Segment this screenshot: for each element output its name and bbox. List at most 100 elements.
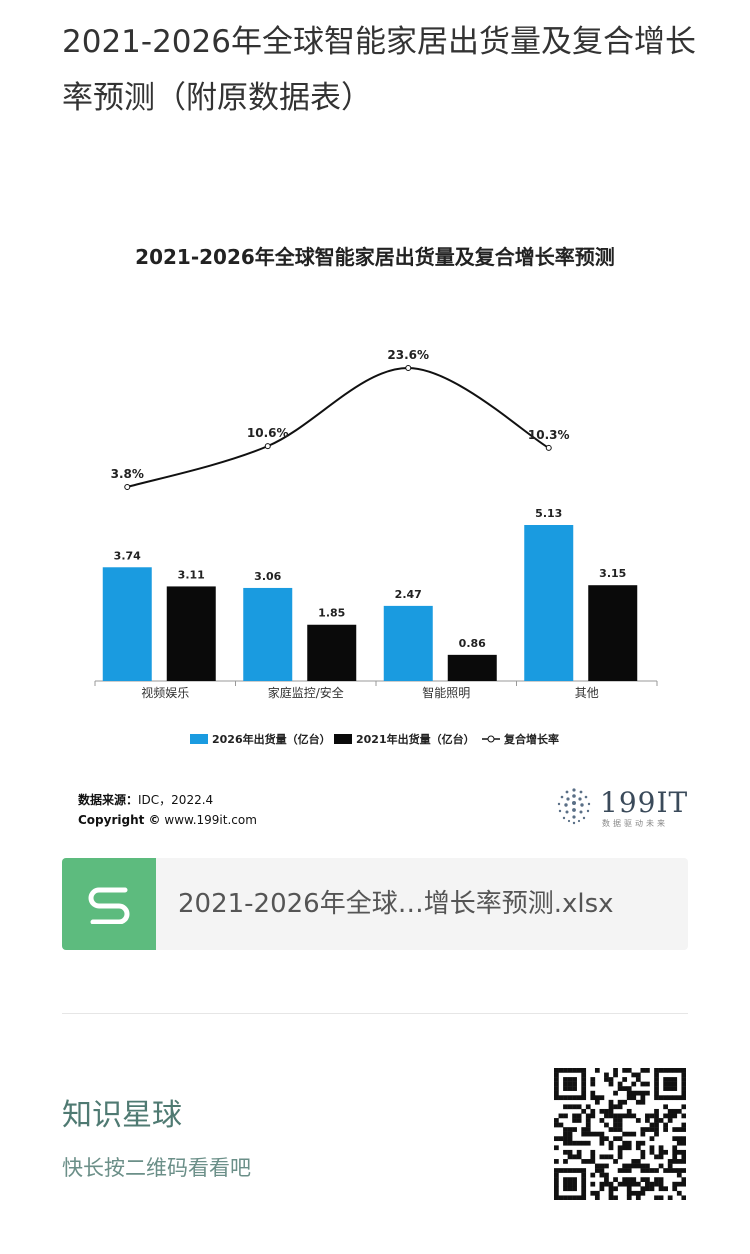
qr-module: [581, 1140, 587, 1146]
bar-value-label: 3.11: [178, 568, 205, 581]
qr-module: [558, 1136, 564, 1142]
qr-module: [590, 1095, 596, 1101]
qr-module: [585, 1113, 591, 1119]
divider: [62, 1013, 688, 1014]
qr-module: [617, 1122, 623, 1128]
legend-swatch-2021: [334, 734, 352, 744]
spreadsheet-s-icon: [62, 858, 156, 950]
qr-module: [576, 1168, 582, 1173]
bar-2021: [307, 624, 357, 681]
qr-module: [640, 1140, 646, 1146]
qr-code[interactable]: [554, 1068, 686, 1200]
qr-module: [658, 1095, 664, 1101]
qr-module: [554, 1190, 559, 1196]
cagr-label: 10.3%: [528, 428, 570, 442]
qr-module: [590, 1154, 596, 1160]
qr-module: [594, 1099, 600, 1105]
qr-module: [617, 1136, 623, 1142]
qr-module: [594, 1163, 600, 1169]
qr-module: [590, 1077, 596, 1082]
qr-module: [631, 1163, 637, 1169]
cagr-label: 10.6%: [247, 426, 289, 440]
bar-value-label: 2.47: [395, 588, 422, 601]
qr-module: [658, 1177, 664, 1182]
qr-module: [563, 1068, 568, 1073]
qr-module: [667, 1168, 673, 1173]
qr-module: [567, 1181, 573, 1187]
attachment-card[interactable]: 2021-2026年全球…增长率预测.xlsx: [62, 858, 688, 950]
cagr-point: [124, 484, 131, 490]
qr-module: [581, 1081, 587, 1087]
qr-module: [604, 1136, 609, 1142]
qr-module: [654, 1127, 659, 1132]
qr-module: [572, 1095, 577, 1101]
qr-module: [599, 1163, 605, 1169]
qr-module: [563, 1104, 568, 1110]
qr-module: [604, 1072, 609, 1078]
bar-value-label: 5.13: [535, 507, 562, 520]
qr-module: [576, 1118, 582, 1123]
qr-module: [594, 1168, 600, 1173]
qr-module: [667, 1081, 673, 1087]
qr-module: [681, 1127, 686, 1132]
qr-module: [645, 1177, 650, 1182]
qr-module: [640, 1131, 646, 1137]
qr-module: [649, 1136, 655, 1142]
qr-module: [608, 1181, 614, 1187]
qr-module: [649, 1145, 655, 1151]
qr-module: [604, 1181, 609, 1187]
qr-module: [599, 1181, 605, 1187]
qr-module: [681, 1113, 686, 1119]
qr-module: [645, 1118, 650, 1123]
qr-module: [631, 1131, 637, 1137]
qr-module: [626, 1177, 632, 1182]
qr-module: [554, 1090, 559, 1096]
qr-module: [626, 1068, 632, 1073]
qr-module: [631, 1159, 637, 1164]
qr-module: [645, 1081, 650, 1087]
qr-module: [672, 1145, 678, 1151]
qr-module: [654, 1181, 659, 1187]
qr-module: [672, 1159, 678, 1164]
qr-module: [572, 1086, 577, 1091]
cagr-label: 23.6%: [387, 348, 429, 362]
qr-module: [640, 1190, 646, 1196]
qr-module: [590, 1149, 596, 1155]
qr-module: [635, 1140, 641, 1146]
qr-module: [567, 1068, 573, 1073]
qr-module: [554, 1177, 559, 1182]
qr-module: [645, 1127, 650, 1132]
bar-2021: [166, 586, 216, 681]
qr-module: [681, 1068, 686, 1073]
qr-module: [658, 1163, 664, 1169]
bar-2026: [102, 567, 152, 681]
qr-module: [572, 1068, 577, 1073]
qr-module: [654, 1177, 659, 1182]
qr-module: [645, 1113, 650, 1119]
qr-module: [617, 1168, 623, 1173]
qr-module: [681, 1104, 686, 1110]
qr-module: [554, 1072, 559, 1078]
qr-module: [626, 1195, 632, 1200]
qr-module: [640, 1163, 646, 1169]
qr-module: [613, 1136, 618, 1142]
qr-module: [558, 1168, 564, 1173]
attachment-filename[interactable]: 2021-2026年全球…增长率预测.xlsx: [178, 889, 614, 919]
chart-title: 2021-2026年全球智能家居出货量及复合增长率预测: [135, 245, 615, 269]
qr-module: [663, 1095, 668, 1101]
qr-module: [676, 1095, 682, 1101]
qr-module: [663, 1077, 668, 1082]
qr-module: [617, 1181, 623, 1187]
qr-module: [676, 1068, 682, 1073]
copyright-site: www.199it.com: [164, 813, 257, 827]
qr-module: [567, 1195, 573, 1200]
qr-module: [681, 1177, 686, 1182]
qr-module: [663, 1122, 668, 1128]
qr-module: [645, 1068, 650, 1073]
qr-module: [572, 1140, 577, 1146]
qr-module: [626, 1168, 632, 1173]
qr-module: [640, 1090, 646, 1096]
qr-module: [672, 1081, 678, 1087]
qr-module: [576, 1104, 582, 1110]
qr-module: [585, 1159, 591, 1164]
